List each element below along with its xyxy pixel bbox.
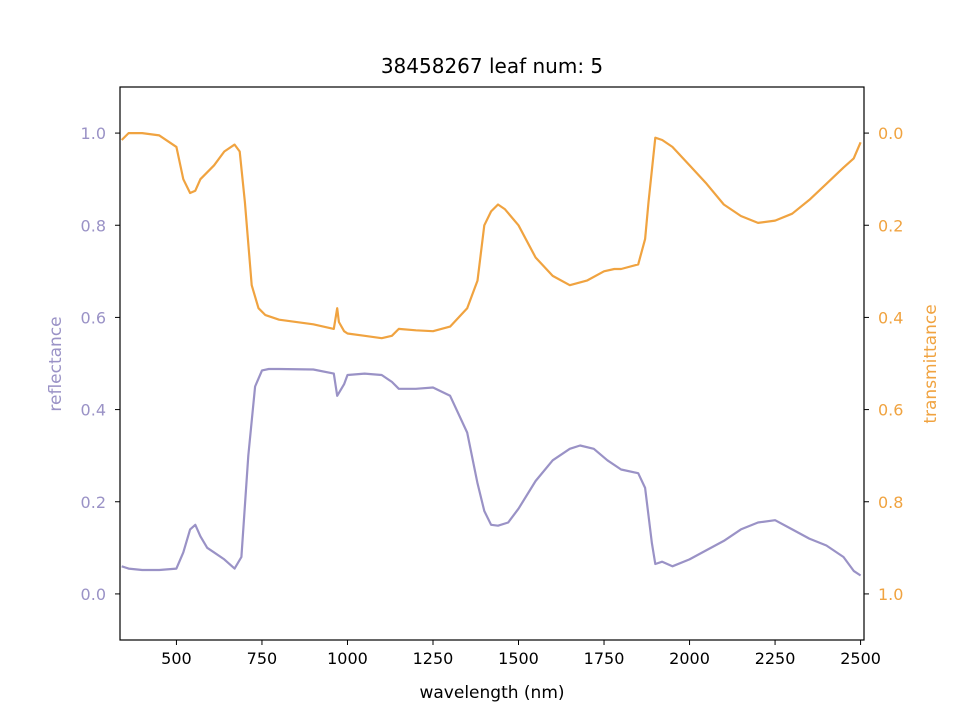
series-line-transmittance	[120, 132, 862, 340]
y-right-tick-label: 1.0	[878, 585, 903, 604]
y-left-tick-label: 0.2	[81, 493, 106, 512]
y-axis-left-label: reflectance	[46, 316, 66, 411]
y-left-tick-label: 0.8	[81, 216, 106, 235]
y-right-tick-label: 0.4	[878, 308, 903, 327]
y-right-tick-label: 0.6	[878, 401, 903, 420]
plot-frame	[119, 86, 865, 641]
x-tick-label: 2500	[840, 649, 881, 668]
x-tick-label: 2250	[755, 649, 796, 668]
x-tick-label: 1250	[413, 649, 454, 668]
y-left-tick-label: 0.0	[81, 585, 106, 604]
y-right-tick-label: 0.8	[878, 493, 903, 512]
x-tick-label: 1000	[327, 649, 368, 668]
chart-title: 38458267 leaf num: 5	[381, 54, 603, 78]
x-axis-label: wavelength (nm)	[419, 683, 564, 703]
series-line-reflectance	[121, 367, 862, 577]
y-axis-right-label: transmittance	[921, 304, 941, 423]
y-left-tick-label: 1.0	[81, 124, 106, 143]
y-right-tick-label: 0.0	[878, 124, 903, 143]
x-tick-label: 500	[161, 649, 192, 668]
x-tick-label: 750	[247, 649, 278, 668]
x-tick-label: 1500	[498, 649, 539, 668]
y-right-tick-label: 0.2	[878, 216, 903, 235]
y-left-tick-label: 0.6	[81, 308, 106, 327]
x-tick-label: 1750	[584, 649, 625, 668]
x-tick-label: 2000	[669, 649, 710, 668]
y-left-tick-label: 0.4	[81, 401, 106, 420]
